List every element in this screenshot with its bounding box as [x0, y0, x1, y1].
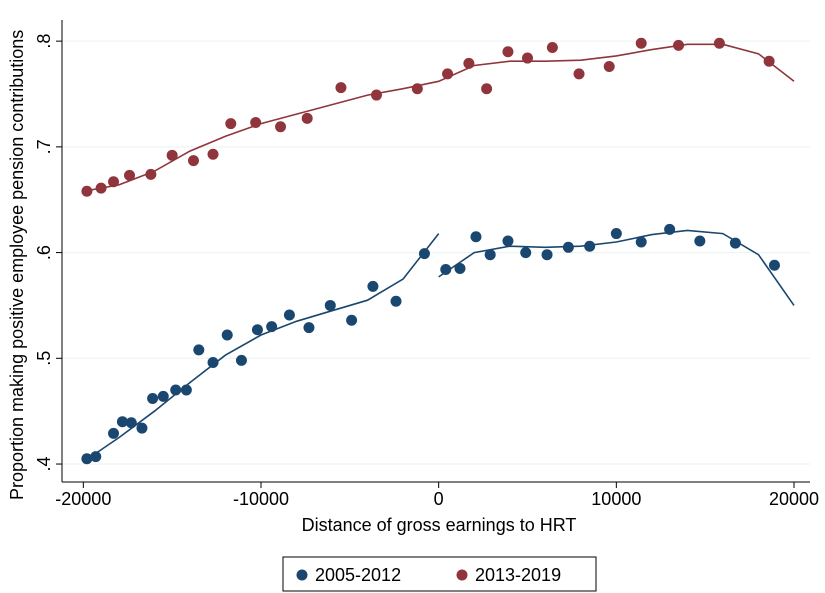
x-axis-label: Distance of gross earnings to HRT: [302, 515, 577, 535]
point: [573, 68, 585, 80]
point: [303, 322, 315, 334]
point: [370, 89, 382, 101]
y-tick-label: .7: [34, 139, 54, 154]
point: [207, 357, 219, 369]
point: [275, 121, 287, 133]
point: [484, 249, 496, 261]
point: [418, 248, 430, 260]
point: [440, 264, 452, 276]
point: [193, 344, 205, 356]
x-tick-label: -20000: [55, 489, 111, 509]
point: [324, 299, 336, 311]
point: [673, 39, 685, 51]
point: [763, 55, 775, 67]
point: [454, 262, 466, 274]
point: [584, 240, 596, 252]
point: [95, 182, 107, 194]
point: [481, 83, 493, 95]
point: [108, 427, 120, 439]
point: [522, 52, 534, 64]
y-tick-label: .4: [34, 457, 54, 472]
point: [145, 168, 157, 180]
point: [713, 37, 725, 49]
point: [502, 46, 514, 58]
point: [166, 149, 178, 161]
point: [502, 235, 514, 247]
x-tick-label: 20000: [769, 489, 819, 509]
point: [694, 235, 706, 247]
legend-label: 2013-2019: [475, 565, 561, 585]
point: [335, 82, 347, 94]
point: [81, 185, 93, 197]
point: [470, 231, 482, 243]
legend-label: 2005-2012: [315, 565, 401, 585]
point: [225, 118, 237, 130]
point: [116, 416, 128, 428]
y-tick-label: .5: [34, 351, 54, 366]
y-axis-label: Proportion making positive employee pens…: [7, 30, 27, 500]
point: [635, 236, 647, 248]
point: [250, 117, 262, 129]
point: [187, 155, 199, 167]
point: [610, 228, 622, 240]
point: [136, 422, 148, 434]
point: [463, 57, 475, 69]
fit-line: [82, 229, 795, 463]
point: [442, 68, 454, 80]
point: [367, 280, 379, 292]
point: [635, 37, 647, 49]
point: [125, 417, 137, 429]
legend-box: [282, 556, 597, 592]
point: [266, 321, 278, 333]
point: [562, 241, 574, 253]
point: [108, 176, 120, 188]
point: [283, 309, 295, 321]
point: [546, 41, 558, 53]
point: [157, 390, 169, 402]
point: [170, 384, 182, 396]
point: [603, 61, 615, 73]
point: [221, 329, 233, 341]
fit-line: [83, 43, 795, 193]
point: [147, 392, 159, 404]
point: [541, 249, 553, 261]
x-tick-label: 0: [434, 489, 444, 509]
point: [411, 83, 423, 95]
legend-marker: [296, 569, 308, 581]
point: [520, 247, 532, 259]
point: [124, 169, 136, 181]
point: [346, 314, 358, 326]
x-tick-label: 10000: [591, 489, 641, 509]
point: [251, 324, 263, 336]
y-tick-label: .6: [34, 245, 54, 260]
legend-marker: [456, 569, 468, 581]
point: [768, 259, 780, 271]
point: [207, 148, 219, 160]
point: [301, 112, 313, 124]
x-tick-label: -10000: [233, 489, 289, 509]
y-tick-label: .8: [34, 34, 54, 49]
point: [81, 453, 93, 465]
point: [729, 237, 741, 249]
point: [180, 384, 192, 396]
point: [90, 451, 102, 463]
point: [664, 223, 676, 235]
point: [235, 354, 247, 366]
point: [390, 295, 402, 307]
